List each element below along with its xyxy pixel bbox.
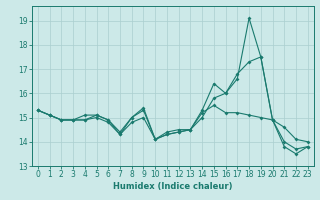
X-axis label: Humidex (Indice chaleur): Humidex (Indice chaleur) [113,182,233,191]
